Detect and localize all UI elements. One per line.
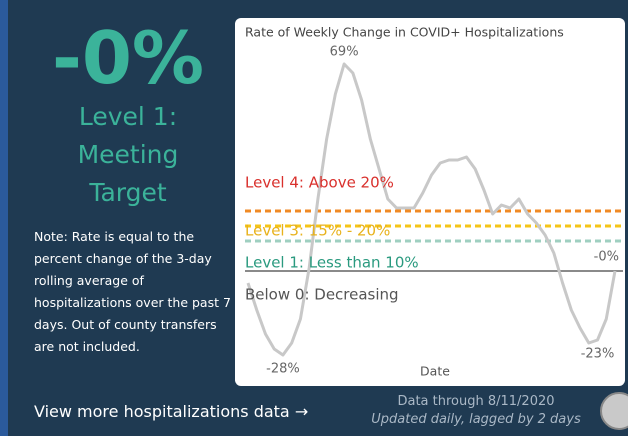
data-label: -23% <box>581 347 615 362</box>
update-note: Updated daily, lagged by 2 days <box>371 412 581 427</box>
status-level: Level 1: Meeting Target <box>77 102 179 207</box>
county-seal <box>600 392 628 430</box>
x-axis-label: Date <box>420 364 450 379</box>
metric-value: -0% <box>51 16 205 100</box>
chart: Rate of Weekly Change in COVID+ Hospital… <box>235 18 625 386</box>
threshold-label: Level 1: Less than 10% <box>245 254 419 272</box>
more-data-link[interactable]: View more hospitalizations data → <box>34 402 309 421</box>
data-label: 69% <box>330 45 359 60</box>
data-label: -0% <box>594 250 619 265</box>
threshold-label: Below 0: Decreasing <box>245 286 399 304</box>
data-label: -28% <box>266 362 300 377</box>
chart-background <box>235 18 625 386</box>
chart-title: Rate of Weekly Change in COVID+ Hospital… <box>245 25 564 40</box>
data-line <box>246 62 617 357</box>
threshold-label: Level 4: Above 20% <box>245 174 394 192</box>
data-through: Data through 8/11/2020 <box>397 394 555 409</box>
threshold-label: Level 3: 15% - 20% <box>245 222 390 240</box>
note: Note: Rate is equal to the percent chang… <box>34 229 231 354</box>
